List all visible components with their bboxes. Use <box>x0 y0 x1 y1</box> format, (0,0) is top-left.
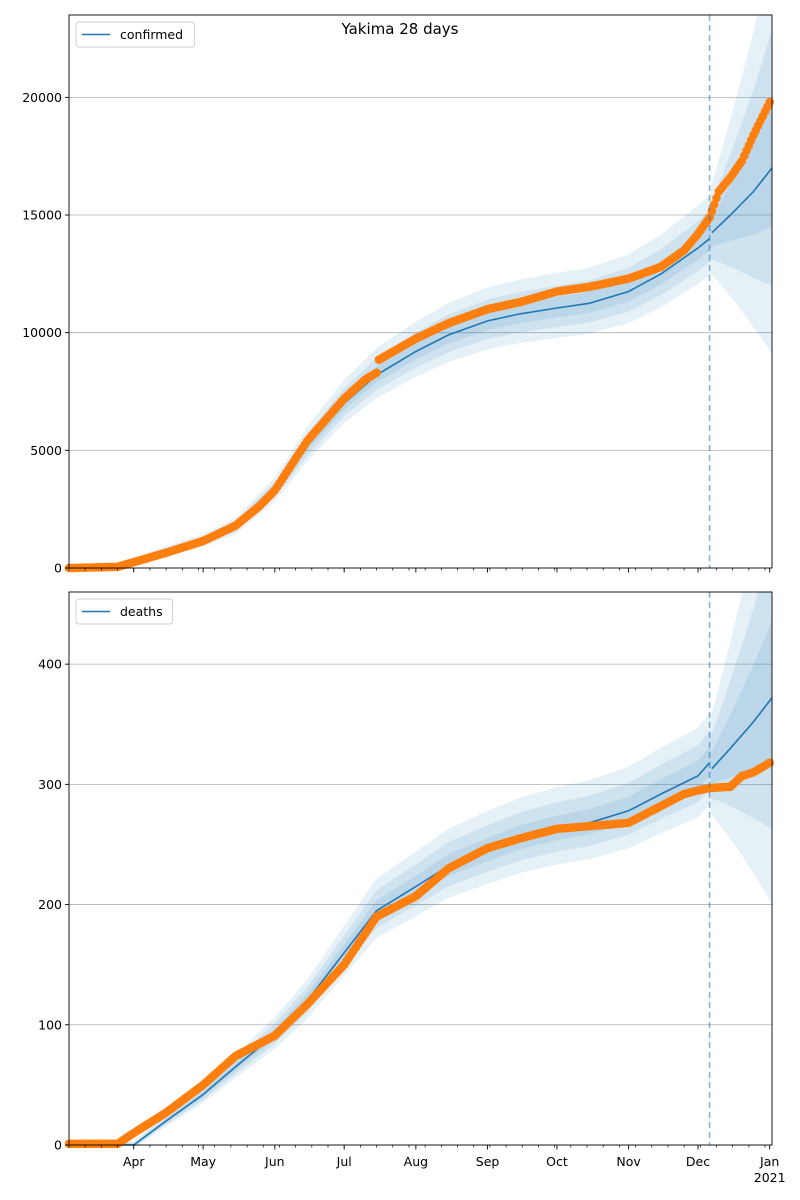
x-tick-label: Sep <box>476 1154 500 1169</box>
x-tick-label: Jul <box>336 1154 352 1169</box>
x-tick-label: Oct <box>546 1154 568 1169</box>
band-1 <box>69 28 772 568</box>
observed-series <box>64 758 774 1149</box>
observed-point <box>765 758 774 767</box>
y-tick-label: 20000 <box>22 90 62 105</box>
y-tick-label: 200 <box>38 897 62 912</box>
forecast-line <box>711 697 773 770</box>
y-tick-label: 15000 <box>22 208 62 223</box>
x-tick-label: Aug <box>404 1154 428 1169</box>
panel-deaths: 0 100 200 300 400 Apr May Jun Jul Aug Sep Oct Nov Dec… <box>38 591 786 1185</box>
observed-series <box>64 97 774 573</box>
y-tick-label: 400 <box>38 657 62 672</box>
band-0 <box>69 15 772 568</box>
x-tick-label: May <box>190 1154 216 1169</box>
x-tick-label: Apr <box>123 1154 145 1169</box>
model-line <box>69 762 711 1146</box>
legend: confirmed <box>75 21 196 48</box>
y-tick-label: 10000 <box>22 325 62 340</box>
forecast-line <box>711 167 773 234</box>
uncertainty-bands <box>69 15 772 568</box>
legend-label: deaths <box>120 604 163 619</box>
axes-frame <box>68 14 773 569</box>
x-tick-label: Jun <box>264 1154 285 1169</box>
chart-title: Yakima 28 days <box>341 20 459 38</box>
y-tick-label: 5000 <box>30 443 62 458</box>
axes-frame <box>68 591 773 1146</box>
x-tick-sublabel: 2021 <box>754 1170 786 1185</box>
band-1 <box>69 592 772 1145</box>
observed-point <box>372 368 381 378</box>
y-tick-label: 300 <box>38 777 62 792</box>
band-0 <box>69 592 772 1145</box>
legend: deaths <box>75 598 173 625</box>
observed-point <box>712 193 721 203</box>
panel-confirmed: 0 5000 10000 15000 20000 confirmed <box>22 14 774 576</box>
y-tick-label: 0 <box>54 1138 62 1153</box>
observed-point <box>765 97 774 107</box>
legend-label: confirmed <box>120 27 183 42</box>
x-tick-label: Jan <box>759 1154 779 1169</box>
x-tick-label: Dec <box>686 1154 710 1169</box>
y-tick-label: 100 <box>38 1017 62 1032</box>
legend-box <box>75 598 173 625</box>
x-tick-label: Nov <box>616 1154 641 1169</box>
y-tick-label: 0 <box>54 561 62 576</box>
legend-box <box>75 21 196 48</box>
